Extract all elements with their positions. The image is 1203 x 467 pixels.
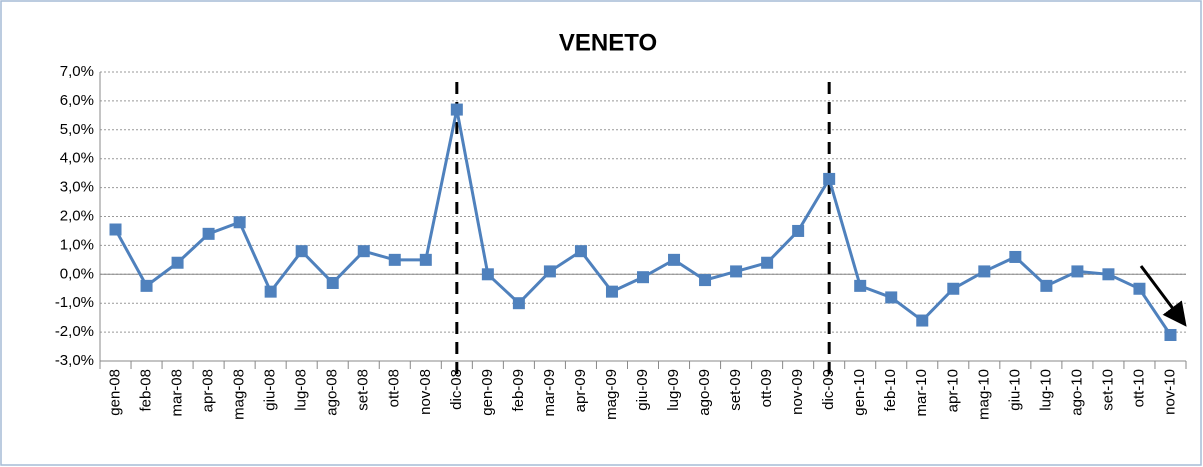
data-point (823, 172, 836, 185)
x-tick-label: apr-09 (572, 369, 589, 412)
data-point (854, 279, 867, 292)
x-tick-label: mar-08 (169, 369, 186, 417)
x-tick-label: mag-09 (603, 369, 620, 420)
x-tick-label: feb-09 (510, 369, 527, 412)
data-point (481, 268, 494, 281)
x-tick-label: nov-09 (789, 369, 806, 415)
x-tick-label: ott-10 (1130, 369, 1147, 407)
data-point (295, 245, 308, 258)
data-point (978, 265, 991, 278)
data-point (761, 256, 774, 269)
data-point (730, 265, 743, 278)
data-point (574, 245, 587, 258)
x-tick-label: ott-08 (386, 369, 403, 407)
data-point (512, 297, 525, 310)
data-point (1164, 328, 1177, 341)
x-tick-label: mag-10 (975, 369, 992, 420)
y-tick-label: 4,0% (60, 150, 94, 167)
data-point (326, 276, 339, 289)
x-tick-label: set-10 (1099, 369, 1116, 411)
data-point (605, 285, 618, 298)
y-tick-label: 7,0% (60, 63, 94, 80)
data-point (543, 265, 556, 278)
data-point (140, 279, 153, 292)
y-tick-label: 1,0% (60, 236, 94, 253)
x-tick-label: ago-09 (696, 369, 713, 416)
data-point (171, 256, 184, 269)
data-point (1040, 279, 1053, 292)
data-point (699, 274, 712, 287)
x-tick-label: giu-08 (262, 369, 279, 411)
y-tick-label: 6,0% (60, 92, 94, 109)
data-point (947, 282, 960, 295)
y-tick-label: 2,0% (60, 207, 94, 224)
x-tick-label: gen-09 (479, 369, 496, 416)
x-tick-label: ago-10 (1068, 369, 1085, 416)
data-point (1102, 268, 1115, 281)
data-point (1071, 265, 1084, 278)
x-tick-label: feb-08 (138, 369, 155, 412)
x-tick-label: lug-09 (665, 369, 682, 411)
x-tick-label: gen-10 (851, 369, 868, 416)
trend-arrow (1139, 265, 1187, 327)
data-point (109, 223, 122, 236)
x-tick-label: set-08 (355, 369, 372, 411)
x-tick-label: mag-08 (231, 369, 248, 420)
x-tick-label: feb-10 (882, 369, 899, 412)
data-point (637, 271, 649, 284)
x-tick-label: giu-09 (634, 369, 651, 411)
data-point (1009, 250, 1022, 263)
data-point (792, 224, 805, 237)
x-tick-label: dic-08 (448, 369, 465, 410)
data-point (388, 253, 401, 266)
x-tick-label: gen-08 (106, 369, 123, 416)
y-tick-label: 3,0% (60, 179, 94, 196)
chart-title: VENETO (559, 29, 657, 56)
data-point (885, 291, 898, 304)
data-point (916, 314, 929, 327)
data-point (419, 253, 432, 266)
data-point (202, 227, 215, 240)
x-tick-label: lug-08 (293, 369, 310, 411)
x-tick-label: mar-10 (913, 369, 930, 417)
x-tick-label: nov-08 (417, 369, 434, 415)
data-point (233, 216, 246, 229)
data-point (357, 245, 370, 258)
x-tick-label: giu-10 (1006, 369, 1023, 411)
x-tick-label: ago-08 (324, 369, 341, 416)
data-point (1133, 282, 1146, 295)
x-tick-label: dic-09 (820, 369, 837, 410)
y-tick-label: 0,0% (60, 265, 94, 282)
x-tick-label: mar-09 (541, 369, 558, 417)
x-tick-label: ott-09 (758, 369, 775, 407)
y-tick-label: 5,0% (60, 121, 94, 138)
y-tick-label: -1,0% (55, 294, 94, 311)
x-tick-label: apr-10 (944, 369, 961, 412)
y-tick-label: -2,0% (55, 323, 94, 340)
y-tick-label: -3,0% (55, 352, 94, 369)
x-tick-label: lug-10 (1037, 369, 1054, 411)
data-point (668, 253, 681, 266)
x-tick-label: nov-10 (1161, 369, 1178, 415)
data-point (264, 285, 277, 298)
x-tick-label: set-09 (727, 369, 744, 411)
x-tick-label: apr-08 (200, 369, 217, 412)
data-point (450, 103, 463, 116)
